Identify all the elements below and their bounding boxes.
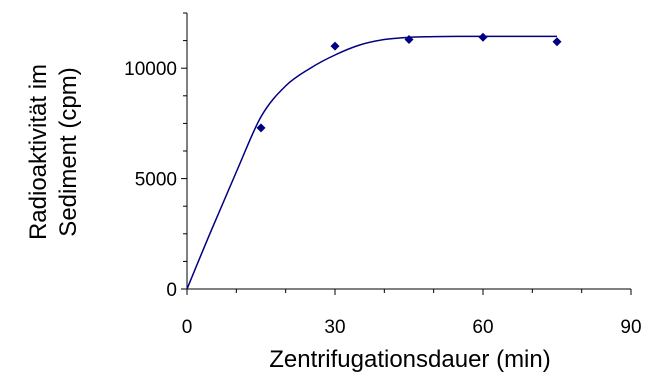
x-axis-title: Zentrifugationsdauer (min) <box>269 346 550 373</box>
data-point-diamond <box>330 41 340 51</box>
data-point-diamond <box>552 37 562 47</box>
x-tick-label: 90 <box>620 317 641 338</box>
fit-curve-line <box>186 35 557 290</box>
x-tick-label: 30 <box>324 317 345 338</box>
y-tick-label: 0 <box>166 280 177 301</box>
y-axis-title-line-2: Sediment (cpm) <box>55 67 82 236</box>
x-tick-label: 60 <box>472 317 493 338</box>
data-point-diamond <box>478 32 488 42</box>
x-tick-label: 0 <box>182 317 193 338</box>
y-tick-label: 10000 <box>124 59 177 80</box>
data-point-diamond <box>256 123 266 133</box>
y-tick-label: 5000 <box>135 170 177 191</box>
y-axis-title-line-1: Radioaktivität im <box>25 64 52 240</box>
data-point-diamond <box>404 34 414 44</box>
plot-area: 0 5000 10000 0 30 60 90 <box>124 12 642 338</box>
